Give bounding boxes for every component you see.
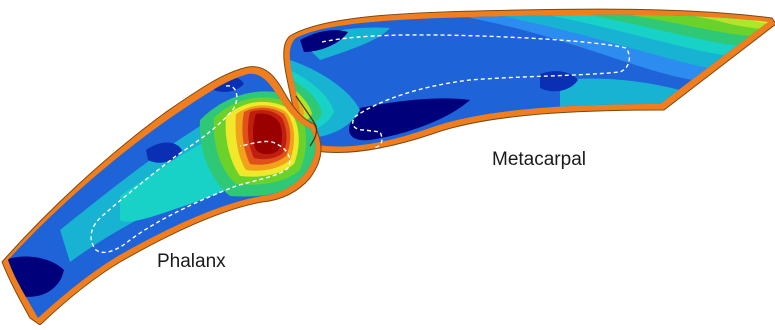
metacarpal-bone — [283, 8, 775, 153]
joint-gap — [295, 95, 318, 147]
phalanx-bone — [1, 66, 322, 326]
phalanx-cancellous-boundary — [90, 85, 291, 254]
phalanx-label: Phalanx — [157, 251, 226, 272]
metacarpal-cancellous-boundary — [321, 34, 631, 149]
metacarpal-label: Metacarpal — [492, 149, 586, 170]
